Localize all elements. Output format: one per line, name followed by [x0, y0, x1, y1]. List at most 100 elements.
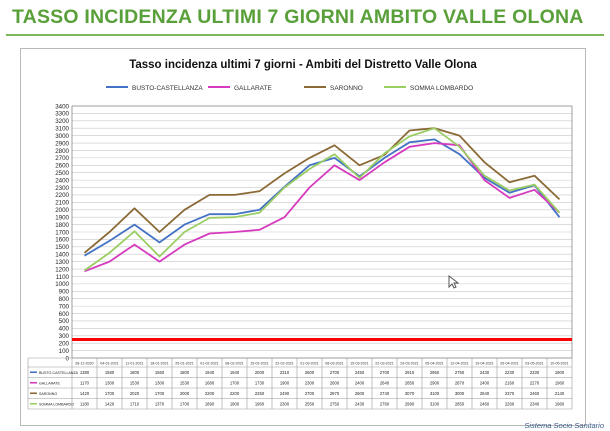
data-label: 2490: [280, 391, 290, 396]
data-label: 1180: [80, 401, 90, 406]
x-tick-label: 29-03-2021: [400, 361, 418, 365]
x-tick-label: 15-03-2021: [350, 361, 368, 365]
data-label: 1700: [180, 401, 190, 406]
data-label: 1940: [230, 370, 240, 375]
x-tick-label: 18-01-2021: [150, 361, 168, 365]
data-label: 2160: [505, 380, 515, 385]
data-label: 2000: [180, 391, 190, 396]
data-label: 1730: [255, 380, 265, 385]
data-label: 2550: [305, 401, 315, 406]
series-line-saronno: [83, 127, 561, 254]
data-label: 2430: [355, 401, 365, 406]
data-label: 2140: [555, 391, 565, 396]
x-tick-label: 08-02-2021: [225, 361, 243, 365]
legend-item: BUSTO-CASTELLANZA: [106, 85, 203, 92]
data-label: 1560: [155, 370, 165, 375]
table-row-label: SOMMA LOMBARDO: [39, 402, 74, 406]
data-label: 2700: [305, 391, 315, 396]
data-label: 3070: [405, 391, 415, 396]
y-tick-label: 3400: [55, 103, 69, 110]
data-label: 1800: [180, 370, 190, 375]
y-tick-label: 700: [59, 303, 70, 310]
x-tick-label: 22-03-2021: [375, 361, 393, 365]
y-tick-label: 1100: [56, 274, 70, 281]
x-tick-label: 19-04-2021: [475, 361, 493, 365]
y-tick-label: 2600: [55, 163, 69, 170]
data-label: 3100: [430, 391, 440, 396]
data-label: 2900: [430, 380, 440, 385]
data-label: 2270: [530, 380, 540, 385]
chart-legend: BUSTO-CASTELLANZA GALLARATE SARONNO SOMMA L…: [106, 85, 473, 92]
legend-label: GALLARATE: [234, 85, 272, 92]
legend-item: GALLARATE: [208, 85, 272, 92]
data-label: 1300: [105, 380, 115, 385]
data-label: 2870: [455, 380, 465, 385]
data-label: 1900: [280, 380, 290, 385]
data-label: 2020: [130, 391, 140, 396]
y-tick-label: 1300: [55, 259, 69, 266]
x-tick-label: 01-02-2021: [200, 361, 218, 365]
data-label: 1900: [555, 370, 565, 375]
data-label: 3000: [455, 391, 465, 396]
data-label: 3100: [430, 401, 440, 406]
y-tick-label: 1700: [55, 229, 69, 236]
data-label: 2700: [380, 370, 390, 375]
data-label: 2300: [305, 380, 315, 385]
x-tick-label: 26-04-2021: [500, 361, 518, 365]
data-label: 2000: [255, 370, 265, 375]
slide-title: TASSO INCIDENZA ULTIMI 7 GIORNI AMBITO V…: [12, 6, 584, 28]
data-label: 2850: [455, 401, 465, 406]
data-label: 1940: [205, 370, 215, 375]
data-label: 1800: [130, 370, 140, 375]
data-label: 2870: [330, 391, 340, 396]
y-tick-label: 1800: [55, 222, 69, 229]
table-row-label: BUSTO-CASTELLANZA: [39, 371, 79, 375]
data-label: 2300: [280, 401, 290, 406]
y-tick-label: 3200: [55, 118, 69, 125]
data-label: 2260: [505, 401, 515, 406]
footer-text: Sistema Socio Sanitario: [524, 421, 604, 430]
data-label: 2400: [480, 380, 490, 385]
data-label: 1960: [555, 380, 565, 385]
data-label: 1960: [555, 401, 565, 406]
data-label: 2310: [280, 370, 290, 375]
data-label: 1300: [155, 380, 165, 385]
y-tick-label: 300: [59, 333, 70, 340]
legend-item: SARONNO: [304, 85, 363, 92]
legend-label: SARONNO: [330, 85, 363, 92]
x-tick-label: 25-01-2021: [175, 361, 193, 365]
data-label: 2250: [255, 391, 265, 396]
data-label: 2600: [330, 380, 340, 385]
y-tick-label: 500: [59, 318, 70, 325]
data-label: 2340: [530, 401, 540, 406]
data-label: 2370: [505, 391, 515, 396]
x-tick-label: 12-04-2021: [450, 361, 468, 365]
mouse-cursor-icon: [448, 275, 460, 289]
data-label: 1370: [155, 401, 165, 406]
y-axis-ticks: 0100200300400500600700800900100011001200…: [55, 103, 69, 362]
data-label: 1530: [180, 380, 190, 385]
data-label: 2740: [380, 391, 390, 396]
y-tick-label: 0: [66, 355, 70, 362]
series-line-busto-castellanza: [84, 138, 561, 257]
x-tick-label: 28-12-2020: [75, 361, 93, 365]
x-tick-label: 04-01-2021: [100, 361, 118, 365]
y-tick-label: 2500: [55, 170, 69, 177]
legend-label: SOMMA LOMBARDO: [410, 85, 473, 92]
series-line-somma-lombardo: [83, 127, 561, 272]
series-line-gallarate: [84, 142, 561, 273]
data-label: 2200: [230, 391, 240, 396]
y-tick-label: 2200: [55, 192, 69, 199]
y-tick-label: 1000: [55, 281, 69, 288]
x-tick-label: 22-02-2021: [275, 361, 293, 365]
data-label: 2640: [480, 391, 490, 396]
data-label: 1700: [230, 380, 240, 385]
y-tick-label: 2900: [55, 140, 69, 147]
x-tick-label: 03-05-2021: [525, 361, 543, 365]
y-tick-label: 2300: [55, 185, 69, 192]
line-chart: Tasso incidenza ultimi 7 giorni - Ambiti…: [27, 59, 573, 410]
data-label: 2600: [305, 370, 315, 375]
series-lines: [83, 127, 561, 273]
data-label: 2640: [380, 380, 390, 385]
y-tick-label: 2700: [55, 155, 69, 162]
